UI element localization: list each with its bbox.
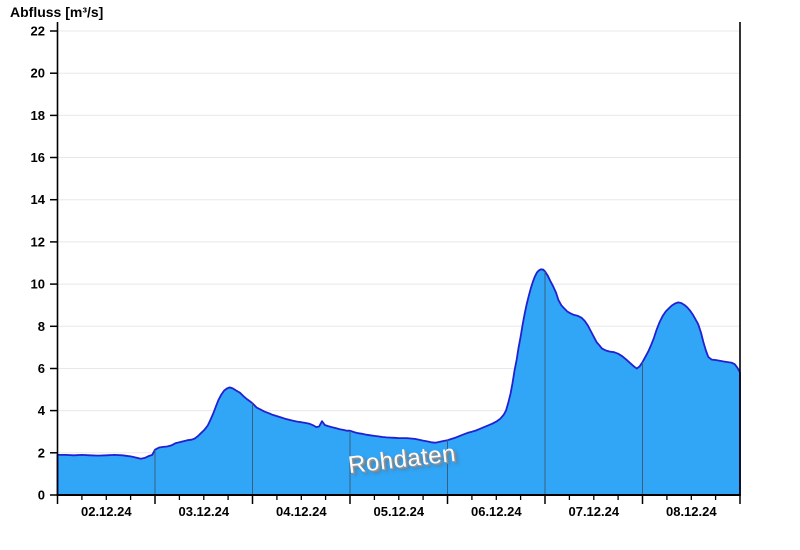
x-tick-label: 02.12.24	[81, 504, 132, 519]
y-tick-label: 4	[38, 403, 46, 418]
y-tick-label: 10	[31, 277, 45, 292]
x-tick-label: 06.12.24	[471, 504, 522, 519]
y-axis-title: Abfluss [m³/s]	[10, 4, 104, 20]
x-tick-label: 03.12.24	[178, 504, 229, 519]
y-tick-label: 0	[38, 488, 45, 503]
y-tick-label: 20	[31, 66, 45, 81]
y-tick-label: 18	[31, 108, 45, 123]
x-tick-label: 07.12.24	[568, 504, 619, 519]
y-tick-label: 16	[31, 150, 45, 165]
y-tick-label: 2	[38, 445, 45, 460]
x-tick-label: 08.12.24	[666, 504, 717, 519]
x-tick-label: 04.12.24	[276, 504, 327, 519]
area-series	[56, 268, 741, 496]
y-tick-label: 6	[38, 361, 45, 376]
y-tick-label: 8	[38, 319, 45, 334]
y-tick-label: 22	[31, 24, 45, 39]
y-tick-label: 12	[31, 234, 45, 249]
x-tick-label: 05.12.24	[373, 504, 424, 519]
y-tick-label: 14	[31, 192, 46, 207]
